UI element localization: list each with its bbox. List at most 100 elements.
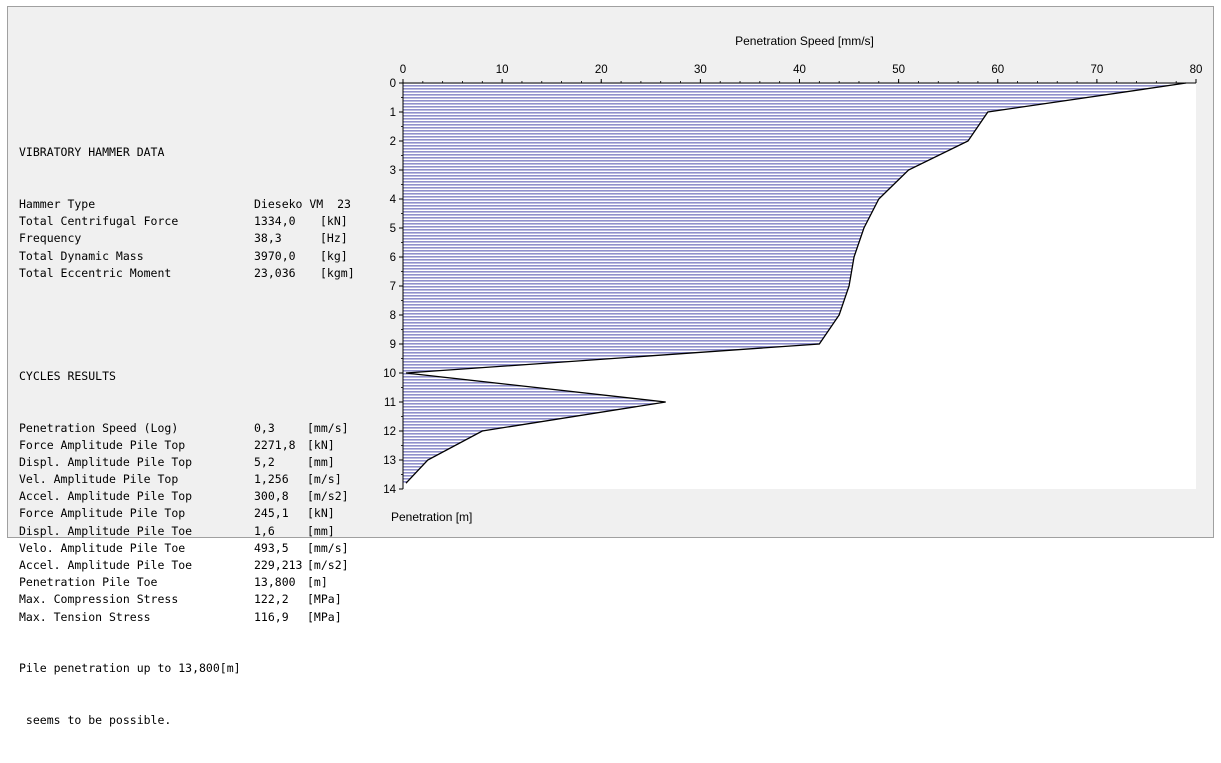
cycles-value: 0,3 [254, 420, 275, 435]
x-tick-label: 30 [694, 64, 707, 76]
cycles-unit: [kN] [307, 437, 335, 452]
cycles-unit: [MPa] [307, 592, 342, 607]
y-tick-label: 7 [390, 281, 396, 293]
y-tick-label: 9 [390, 339, 396, 351]
y-tick-label: 2 [390, 136, 396, 148]
cycles-value: 2271,8 [254, 437, 296, 452]
hammer-row: Hammer Type Dieseko VM 23 [19, 196, 351, 213]
hammer-data-header: VIBRATORY HAMMER DATA [19, 145, 165, 160]
cycles-label: Force Amplitude Pile Top [19, 506, 186, 521]
cycles-row: Force Amplitude Pile Top 2271,8 [kN] [19, 437, 335, 454]
x-tick-label: 80 [1190, 64, 1203, 76]
cycles-label: Accel. Amplitude Pile Top [19, 489, 193, 504]
hammer-label: Total Eccentric Moment [19, 265, 172, 280]
hammer-label: Hammer Type [19, 197, 96, 211]
cycles-label: Penetration Speed (Log) [19, 420, 179, 435]
cycles-value: 300,8 [254, 489, 289, 504]
x-tick-label: 0 [400, 64, 406, 76]
cycles-row: Velo. Amplitude Pile Toe 493,5 [mm/s] [19, 540, 349, 557]
x-tick-label: 70 [1090, 64, 1103, 76]
cycles-value: 229,213 [254, 558, 303, 573]
y-tick-label: 4 [390, 194, 397, 206]
hammer-row: Frequency 38,3 [Hz] [19, 230, 348, 247]
penetration-area [403, 83, 1187, 484]
cycles-row: Displ. Amplitude Pile Top 5,2 [mm] [19, 454, 335, 471]
cycles-unit: [MPa] [307, 609, 342, 624]
cycles-value: 245,1 [254, 506, 289, 521]
cycles-value: 1,6 [254, 523, 275, 538]
cycles-row: Displ. Amplitude Pile Toe 1,6 [mm] [19, 523, 335, 540]
hammer-value: 38,3 [254, 231, 282, 246]
hammer-row: Total Eccentric Moment 23,036 [kgm] [19, 265, 355, 282]
y-tick-label: 5 [390, 223, 396, 235]
conclusion-line-1: Pile penetration up to 13,800[m] [19, 661, 241, 676]
hammer-row: Total Centrifugal Force 1334,0 [kN] [19, 213, 348, 230]
cycles-value: 13,800 [254, 575, 296, 590]
cycles-row: Max. Tension Stress 116,9 [MPa] [19, 609, 342, 626]
cycles-value: 116,9 [254, 609, 289, 624]
y-tick-label: 14 [383, 484, 396, 496]
y-tick-label: 0 [390, 78, 396, 90]
cycles-unit: [mm] [307, 523, 335, 538]
cycles-row: Vel. Amplitude Pile Top 1,256 [m/s] [19, 471, 342, 488]
cycles-value: 122,2 [254, 592, 289, 607]
cycles-label: Penetration Pile Toe [19, 575, 158, 590]
hammer-label: Total Centrifugal Force [19, 214, 179, 229]
y-tick-label: 12 [383, 426, 396, 438]
cycles-label: Displ. Amplitude Pile Top [19, 454, 193, 469]
cycles-unit: [mm/s] [307, 540, 349, 555]
hammer-value: 23,036 [254, 265, 296, 280]
cycles-unit: [m/s2] [307, 558, 349, 573]
cycles-results-header: CYCLES RESULTS [19, 368, 116, 383]
cycles-value: 5,2 [254, 454, 275, 469]
x-axis-title: Penetration Speed [mm/s] [735, 34, 874, 48]
cycles-label: Displ. Amplitude Pile Toe [19, 523, 193, 538]
y-tick-label: 8 [390, 310, 396, 322]
cycles-unit: [mm/s] [307, 420, 349, 435]
cycles-value: 493,5 [254, 540, 289, 555]
cycles-row: Penetration Speed (Log) 0,3 [mm/s] [19, 420, 349, 437]
cycles-label: Max. Compression Stress [19, 592, 179, 607]
x-tick-label: 50 [892, 64, 905, 76]
cycles-label: Vel. Amplitude Pile Top [19, 472, 179, 487]
cycles-unit: [m] [307, 575, 328, 590]
cycles-unit: [kN] [307, 506, 335, 521]
x-tick-label: 10 [496, 64, 509, 76]
y-tick-label: 11 [384, 397, 396, 409]
hammer-unit: [kN] [320, 214, 348, 229]
cycles-row: Accel. Amplitude Pile Toe 229,213 [m/s2] [19, 557, 349, 574]
cycles-label: Max. Tension Stress [19, 609, 151, 624]
hammer-value: 1334,0 [254, 214, 296, 229]
cycles-row: Penetration Pile Toe 13,800 [m] [19, 574, 328, 591]
hammer-value: Dieseko VM 23 [254, 197, 351, 211]
cycles-unit: [mm] [307, 454, 335, 469]
penetration-speed-line [405, 82, 1187, 484]
cycles-unit: [m/s] [307, 472, 342, 487]
hammer-unit: [Hz] [320, 231, 348, 246]
x-tick-label: 20 [595, 64, 608, 76]
cycles-unit: [m/s2] [307, 489, 349, 504]
hammer-value: 3970,0 [254, 248, 296, 263]
cycles-row: Accel. Amplitude Pile Top 300,8 [m/s2] [19, 488, 349, 505]
y-tick-label: 6 [390, 252, 396, 264]
hammer-label: Total Dynamic Mass [19, 248, 144, 263]
cycles-row: Force Amplitude Pile Top 245,1 [kN] [19, 505, 335, 522]
hammer-unit: [kg] [320, 248, 348, 263]
cycles-label: Accel. Amplitude Pile Toe [19, 558, 193, 573]
y-tick-label: 3 [390, 165, 396, 177]
hammer-data-list: Hammer Type Dieseko VM 23 Total Centrifuga… [19, 196, 355, 282]
cycles-label: Force Amplitude Pile Top [19, 437, 186, 452]
x-tick-label: 40 [793, 64, 806, 76]
cycles-label: Velo. Amplitude Pile Toe [19, 540, 186, 555]
results-panel: VIBRATORY HAMMER DATA Hammer Type Dieseko… [7, 6, 1214, 727]
x-tick-label: 60 [991, 64, 1004, 76]
y-tick-label: 13 [383, 455, 396, 467]
conclusion-line-2: seems to be possible. [19, 712, 172, 727]
y-tick-label: 10 [383, 368, 396, 380]
hammer-label: Frequency [19, 231, 82, 246]
cycles-value: 1,256 [254, 472, 289, 487]
cycles-row: Max. Compression Stress 122,2 [MPa] [19, 591, 342, 608]
hammer-row: Total Dynamic Mass 3970,0 [kg] [19, 248, 348, 265]
y-tick-label: 1 [390, 107, 396, 119]
